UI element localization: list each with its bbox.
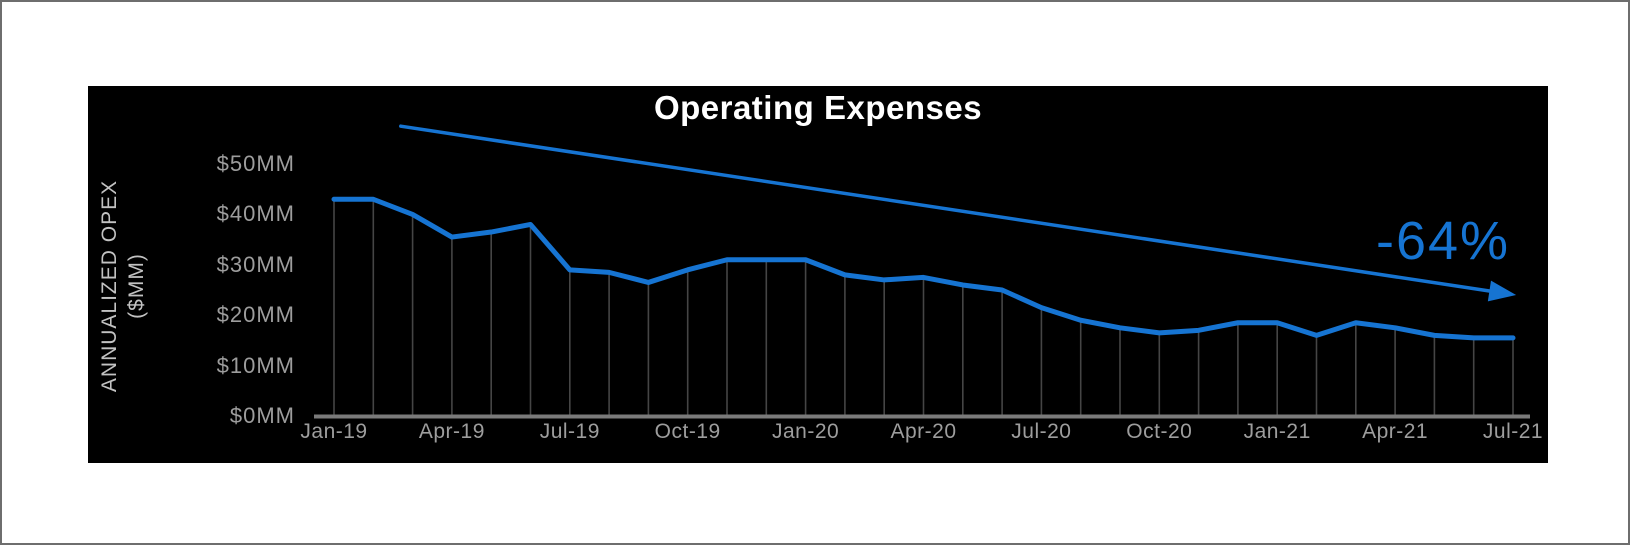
y-tick-label: $20MM: [216, 302, 295, 328]
x-tick-label: Jan-19: [300, 420, 368, 443]
x-tick-label: Oct-19: [654, 420, 721, 443]
chart-title: Operating Expenses: [653, 89, 983, 126]
y-tick-label: $10MM: [216, 352, 295, 378]
y-tick-label: $0MM: [229, 403, 295, 428]
trend-arrowhead-icon: [1487, 280, 1517, 302]
trend-arrow-line: [399, 124, 1492, 293]
x-tick-label: Jan-21: [1243, 420, 1311, 443]
plot-area: [314, 124, 1530, 419]
chart-panel: Operating Expenses ANNUALIZED OPEX ($MM)…: [88, 86, 1548, 463]
x-tick-label: Apr-20: [890, 420, 957, 443]
x-tick-label: Jul-19: [539, 420, 600, 443]
x-tick-label: Apr-19: [418, 420, 485, 443]
x-tick-label: Jan-20: [771, 420, 840, 443]
x-tick-label: Jul-20: [1011, 420, 1072, 443]
x-tick-label: Oct-20: [1126, 420, 1193, 443]
x-tick-label: Jul-21: [1482, 420, 1544, 443]
x-tick-label: Apr-21: [1362, 420, 1429, 443]
y-tick-label: $50MM: [216, 151, 295, 176]
trend-annotation-label: -64%: [1376, 211, 1511, 271]
y-axis-title-line2: ($MM): [125, 253, 148, 319]
opex-series-line: [331, 196, 1516, 341]
month-drop-lines: [333, 200, 1514, 416]
y-tick-label: $40MM: [216, 201, 295, 227]
y-axis-title: ANNUALIZED OPEX ($MM): [96, 146, 152, 426]
trend-arrow: [399, 124, 1517, 302]
y-tick-label: $30MM: [216, 251, 295, 277]
y-axis-title-line1: ANNUALIZED OPEX: [98, 179, 121, 393]
